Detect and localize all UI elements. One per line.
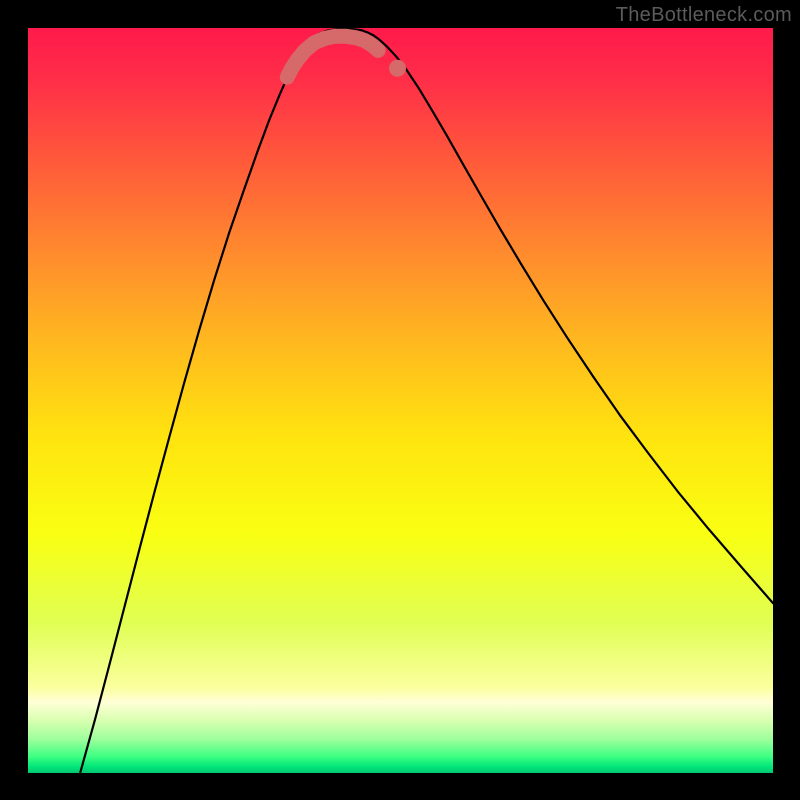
chart-stage: TheBottleneck.com (0, 0, 800, 800)
plot-area (28, 28, 773, 773)
gradient-background (28, 28, 773, 773)
watermark-text: TheBottleneck.com (616, 4, 792, 27)
chart-svg (28, 28, 773, 773)
highlight-dot (389, 60, 406, 77)
